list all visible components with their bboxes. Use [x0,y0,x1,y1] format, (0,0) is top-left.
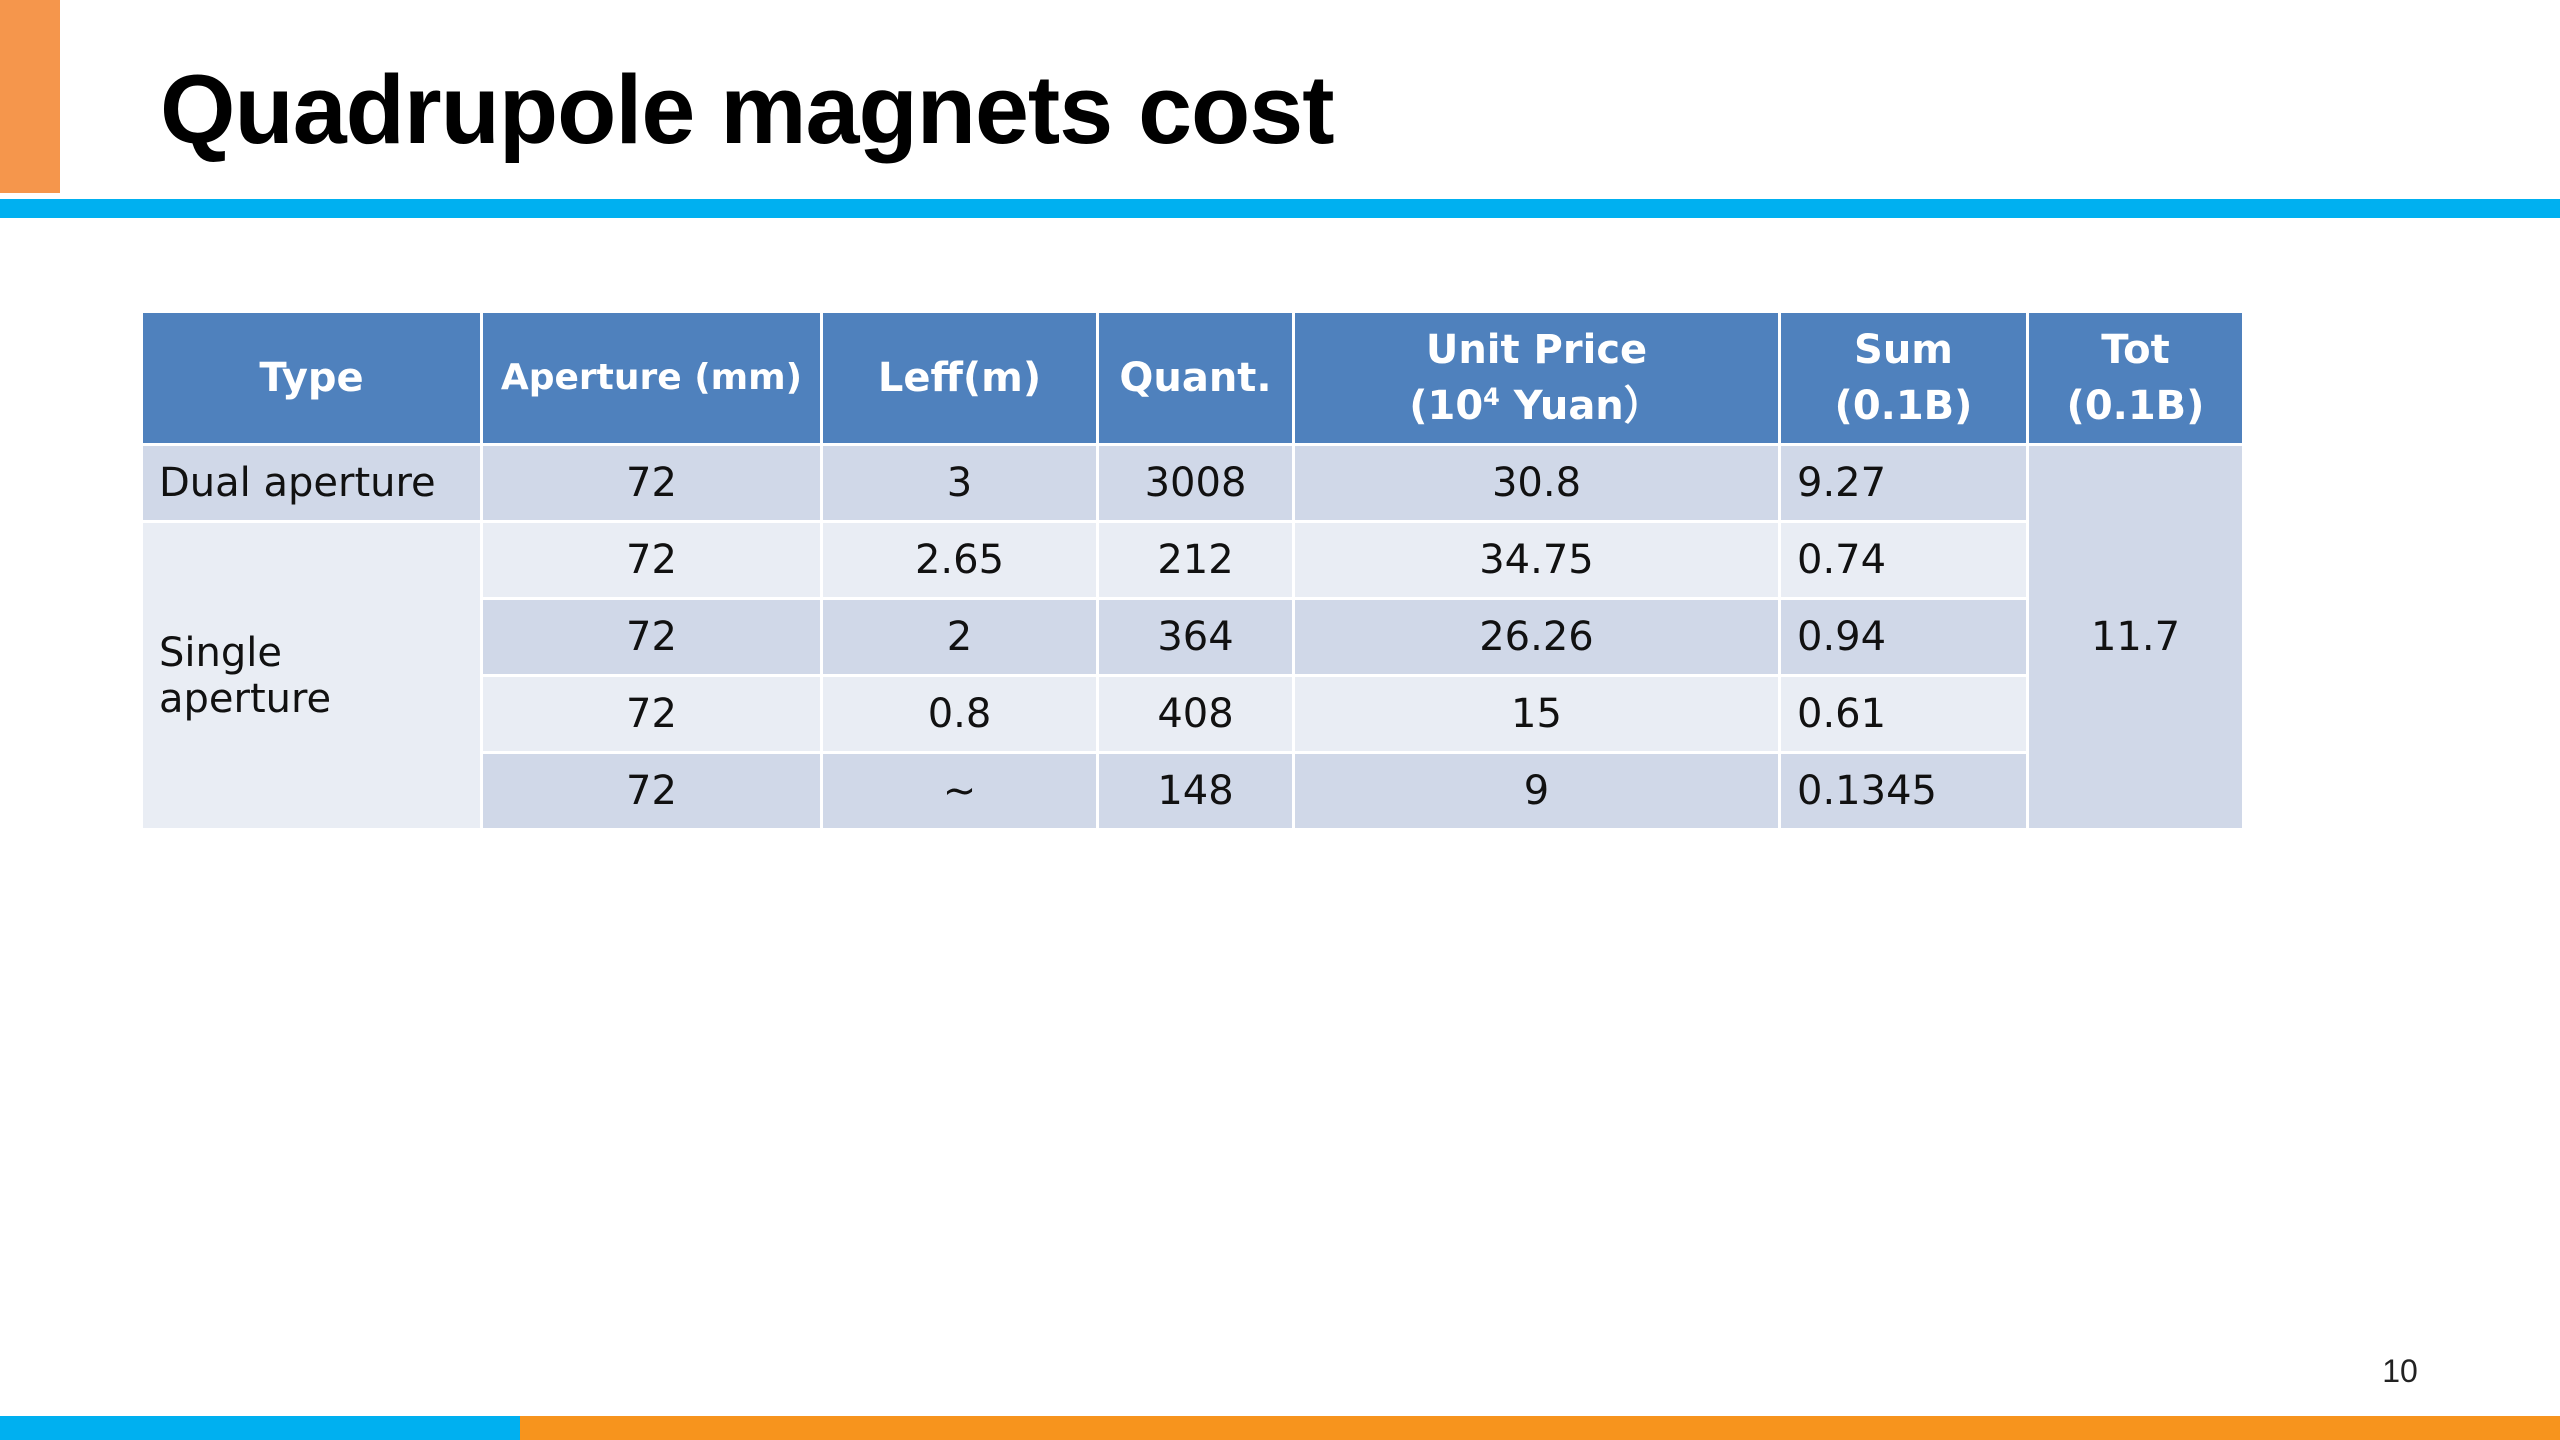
footer-bar-orange [520,1416,2560,1440]
unit-price-cell: 15 [1292,674,1781,754]
header-aperture: Aperture (mm) [480,310,823,446]
leff-cell: 2 [820,597,1099,677]
footer-bar-blue [0,1416,520,1440]
unit-price-cell: 34.75 [1292,520,1781,600]
header-sum-line1: Sum [1854,327,1953,373]
leff-cell: ~ [820,751,1099,831]
quant-cell: 408 [1096,674,1295,754]
unit-price-cell: 9 [1292,751,1781,831]
page-number: 10 [2382,1353,2418,1389]
header-type: Type [140,310,483,446]
header-tot-line2: (0.1B) [2066,383,2205,429]
leff-cell: 3 [820,443,1099,523]
quant-cell: 148 [1096,751,1295,831]
header-type-label: Type [259,355,364,401]
table-row: Single aperture 72 2.65 212 34.75 0.74 [140,520,2244,831]
header-unit-price-suffix: Yuan） [1499,383,1664,429]
aperture-cell: 72 [480,674,823,754]
leff-cell: 0.8 [820,674,1099,754]
type-cell-dual: Dual aperture [140,443,483,523]
sum-cell: 0.61 [1778,674,2029,754]
header-unit-price-line1: Unit Price [1425,327,1648,373]
quant-cell: 364 [1096,597,1295,677]
quant-cell: 3008 [1096,443,1295,523]
unit-price-cell: 30.8 [1292,443,1781,523]
header-quant-label: Quant. [1119,355,1272,401]
header-tot: Tot (0.1B) [2026,310,2245,446]
title-divider [0,199,2560,218]
quadrupole-cost-table: Type Aperture (mm) Leff(m) Quant. Unit P… [140,310,2245,831]
header-aperture-label: Aperture (mm) [500,357,803,398]
table-row: 72 2 364 26.26 0.94 [142,597,2244,677]
header-tot-line1: Tot [2101,327,2170,373]
table-row: Dual aperture 72 3 3008 30.8 9.27 11.7 [140,443,2245,831]
type-cell-single: Single aperture [140,520,483,831]
slide-title: Quadrupole magnets cost [160,55,1335,164]
leff-cell: 2.65 [820,520,1099,600]
table-row: 72 ~ 148 9 0.1345 [142,751,2244,831]
header-unit-price: Unit Price (104 Yuan） [1292,310,1781,446]
quant-cell: 212 [1096,520,1295,600]
total-cell: 11.7 [2026,443,2245,831]
header-sum: Sum (0.1B) [1778,310,2029,446]
aperture-cell: 72 [480,520,823,600]
accent-block [0,0,60,193]
header-unit-price-prefix: (10 [1409,383,1484,429]
header-quant: Quant. [1096,310,1295,446]
table-header-row: Type Aperture (mm) Leff(m) Quant. Unit P… [140,310,2245,446]
header-unit-price-exponent: 4 [1483,383,1500,411]
unit-price-cell: 26.26 [1292,597,1781,677]
aperture-cell: 72 [480,443,823,523]
header-leff: Leff(m) [820,310,1099,446]
sum-cell: 0.94 [1778,597,2029,677]
table-row: 72 0.8 408 15 0.61 [142,674,2244,754]
sum-cell: 9.27 [1778,443,2029,523]
header-sum-line2: (0.1B) [1834,383,1973,429]
sum-cell: 0.74 [1778,520,2029,600]
aperture-cell: 72 [480,751,823,831]
aperture-cell: 72 [480,597,823,677]
header-leff-label: Leff(m) [877,355,1042,401]
sum-cell: 0.1345 [1778,751,2029,831]
